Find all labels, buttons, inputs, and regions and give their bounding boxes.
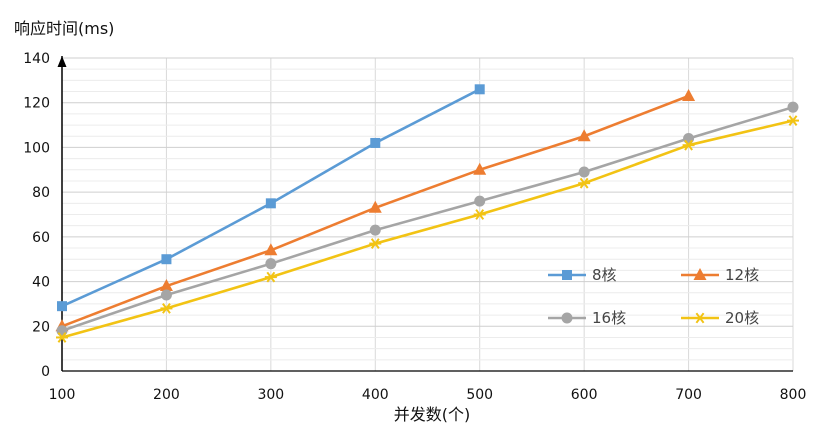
data-point xyxy=(368,200,382,213)
data-point xyxy=(577,129,591,142)
x-tick-label: 100 xyxy=(49,387,76,403)
data-point xyxy=(369,224,381,236)
legend-marker xyxy=(562,270,572,280)
grid xyxy=(61,57,794,372)
x-tick-label: 700 xyxy=(675,387,702,403)
data-point xyxy=(265,198,276,209)
y-tick-label: 40 xyxy=(32,275,50,291)
x-tick-label: 400 xyxy=(362,387,389,403)
data-point xyxy=(264,243,278,256)
series-line xyxy=(61,119,794,339)
series-4 xyxy=(56,115,799,343)
y-tick-label: 20 xyxy=(32,319,50,335)
data-point xyxy=(682,139,695,151)
x-tick-labels: 100 200 300 400 500 600 700 800 xyxy=(49,387,807,403)
y-tick-label: 120 xyxy=(23,96,50,112)
data-point xyxy=(56,325,68,337)
y-tick-label: 0 xyxy=(41,364,50,380)
data-point xyxy=(161,254,172,265)
y-tick-label: 140 xyxy=(23,51,50,67)
axes xyxy=(57,56,793,372)
legend-marker xyxy=(693,268,707,280)
data-point xyxy=(682,89,696,102)
data-point xyxy=(683,132,695,144)
y-tick-labels: 0 20 40 60 80 100 120 140 xyxy=(23,51,50,380)
data-point xyxy=(159,279,173,292)
legend-item: 20核 xyxy=(681,309,759,327)
y-tick-label: 80 xyxy=(32,185,50,201)
x-axis-title: 并发数(个) xyxy=(394,405,471,424)
x-tick-label: 800 xyxy=(780,387,807,403)
legend-label: 12核 xyxy=(725,266,759,284)
data-point xyxy=(264,271,277,283)
legend-marker xyxy=(561,312,573,324)
y-tick-label: 60 xyxy=(32,230,50,246)
data-point xyxy=(57,301,67,312)
legend-item: 16核 xyxy=(548,309,626,327)
x-tick-label: 500 xyxy=(466,387,493,403)
series xyxy=(55,84,799,343)
data-point xyxy=(473,209,486,220)
data-point xyxy=(265,258,277,270)
data-point xyxy=(160,303,173,314)
legend-label: 8核 xyxy=(592,266,617,284)
x-tick-label: 600 xyxy=(571,387,598,403)
series-line xyxy=(61,105,794,332)
legend-marker xyxy=(694,312,706,324)
y-axis-arrow xyxy=(57,56,67,67)
data-point xyxy=(787,115,799,126)
legend: 8核 12核 16核 20核 xyxy=(548,266,759,327)
series-2 xyxy=(55,89,696,332)
data-point xyxy=(578,177,591,189)
y-axis-title: 响应时间(ms) xyxy=(14,19,114,38)
y-tick-label: 100 xyxy=(23,140,50,156)
x-tick-label: 200 xyxy=(153,387,180,403)
data-point xyxy=(369,238,382,249)
legend-item: 12核 xyxy=(681,266,759,284)
data-point xyxy=(474,195,486,207)
data-point xyxy=(370,137,381,148)
series-1 xyxy=(57,84,485,312)
data-point xyxy=(787,101,799,113)
series-3 xyxy=(56,101,799,337)
legend-label: 20核 xyxy=(725,309,759,327)
data-point xyxy=(474,84,485,95)
data-point xyxy=(160,289,172,301)
legend-item: 8核 xyxy=(548,266,617,284)
data-point xyxy=(56,332,68,343)
data-point xyxy=(578,166,590,178)
legend-label: 16核 xyxy=(592,309,626,327)
data-point xyxy=(473,162,487,175)
x-tick-label: 300 xyxy=(257,387,284,403)
